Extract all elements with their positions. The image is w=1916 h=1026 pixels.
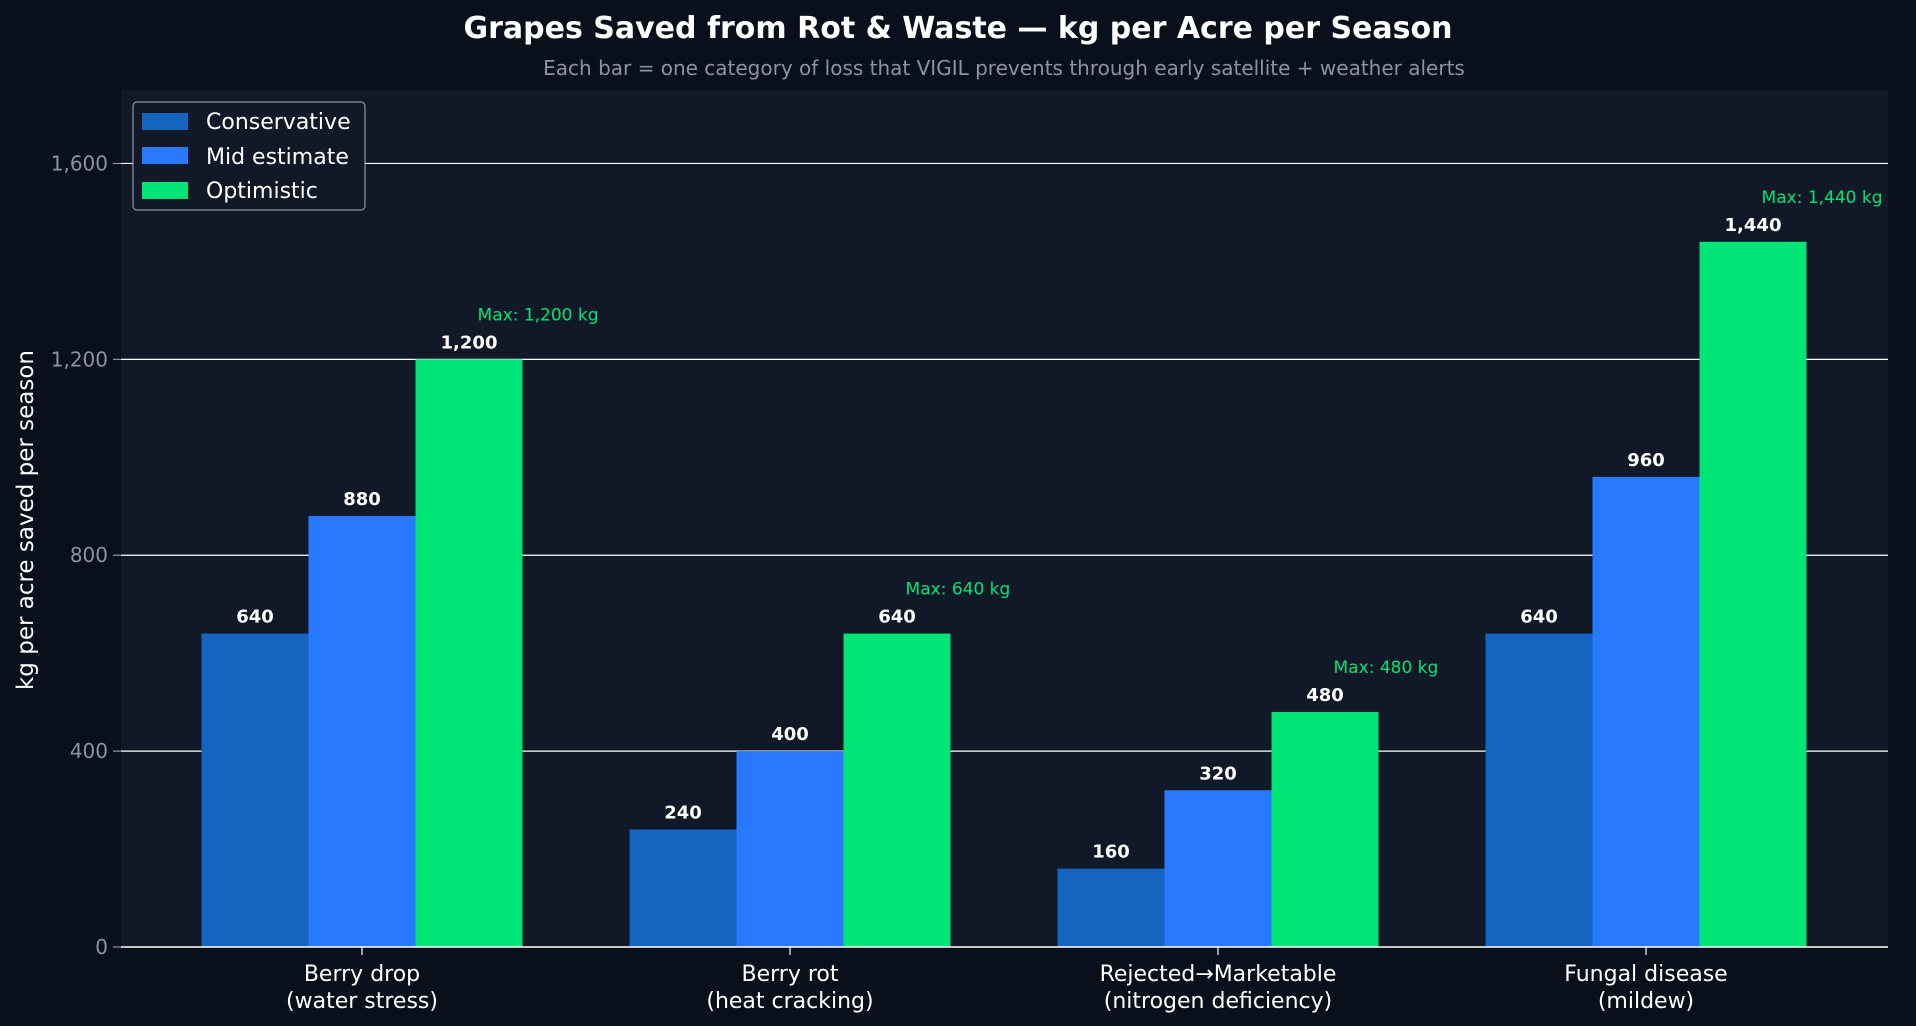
bar xyxy=(736,751,844,947)
max-annotation: Max: 1,200 kg xyxy=(478,305,599,325)
bar xyxy=(201,633,309,947)
y-tick-label: 400 xyxy=(70,739,108,763)
max-annotation: Max: 1,440 kg xyxy=(1762,188,1883,208)
x-tick-label: Rejected→Marketable xyxy=(1100,962,1337,987)
bars xyxy=(201,241,1807,948)
y-ticks: 0 400 800 1,200 1,600 xyxy=(51,151,121,959)
bar xyxy=(415,359,523,947)
legend-label-optimistic: Optimistic xyxy=(206,179,318,204)
chart-subtitle: Each bar = one category of loss that VIG… xyxy=(543,56,1465,80)
max-annotation: Max: 640 kg xyxy=(906,580,1011,600)
bar-value-label: 1,200 xyxy=(441,332,498,353)
bar-value-label: 640 xyxy=(878,607,916,628)
bar-value-label: 160 xyxy=(1092,842,1130,863)
y-tick-label: 1,600 xyxy=(51,151,108,175)
bar xyxy=(1485,633,1593,947)
legend-box xyxy=(132,101,366,211)
x-tick-label: (mildew) xyxy=(1598,989,1694,1014)
bar xyxy=(843,633,951,947)
x-tick-label: (heat cracking) xyxy=(706,989,873,1014)
x-tick-label: (water stress) xyxy=(286,989,438,1014)
y-tick-label: 1,200 xyxy=(51,347,108,371)
x-tick-label: Berry rot xyxy=(742,962,839,987)
legend-swatch-mid xyxy=(142,147,188,164)
chart-title: Grapes Saved from Rot & Waste — kg per A… xyxy=(463,11,1452,46)
annotations: Max: 1,200 kg Max: 640 kg Max: 480 kg Max: … xyxy=(478,188,1883,678)
bar-value-label: 880 xyxy=(343,489,381,510)
bar xyxy=(629,829,737,947)
bar-value-label: 320 xyxy=(1199,763,1237,784)
legend-swatch-conservative xyxy=(142,113,188,130)
value-labels: 640 880 1,200 240 400 640 160 320 480 640 960 1,440 xyxy=(236,215,1781,863)
bar-value-label: 1,440 xyxy=(1725,215,1782,236)
bar-value-label: 480 xyxy=(1306,685,1344,706)
y-axis-label: kg per acre saved per season xyxy=(13,350,39,690)
bar xyxy=(308,516,416,947)
bar xyxy=(1164,790,1272,947)
y-tick-label: 0 xyxy=(95,935,108,959)
bar xyxy=(1592,476,1700,947)
bar-value-label: 960 xyxy=(1627,450,1665,471)
max-annotation: Max: 480 kg xyxy=(1334,658,1439,678)
bar xyxy=(1699,241,1807,948)
legend-label-mid: Mid estimate xyxy=(206,145,349,170)
x-tick-label: (nitrogen deficiency) xyxy=(1104,989,1332,1014)
x-tick-label: Berry drop xyxy=(304,962,420,987)
bar xyxy=(1057,868,1165,947)
x-tick-label: Fungal disease xyxy=(1564,962,1727,987)
bar xyxy=(1271,711,1379,947)
legend-label-conservative: Conservative xyxy=(206,110,351,135)
y-tick-label: 800 xyxy=(70,543,108,567)
bar-value-label: 640 xyxy=(1520,607,1558,628)
x-ticks: Berry drop(water stress) Berry rot(heat c… xyxy=(286,947,1728,1014)
bar-value-label: 640 xyxy=(236,607,274,628)
bar-value-label: 400 xyxy=(771,724,809,745)
bar-value-label: 240 xyxy=(664,802,702,823)
legend-swatch-optimistic xyxy=(142,182,188,199)
legend: Conservative Mid estimate Optimistic xyxy=(132,101,366,211)
